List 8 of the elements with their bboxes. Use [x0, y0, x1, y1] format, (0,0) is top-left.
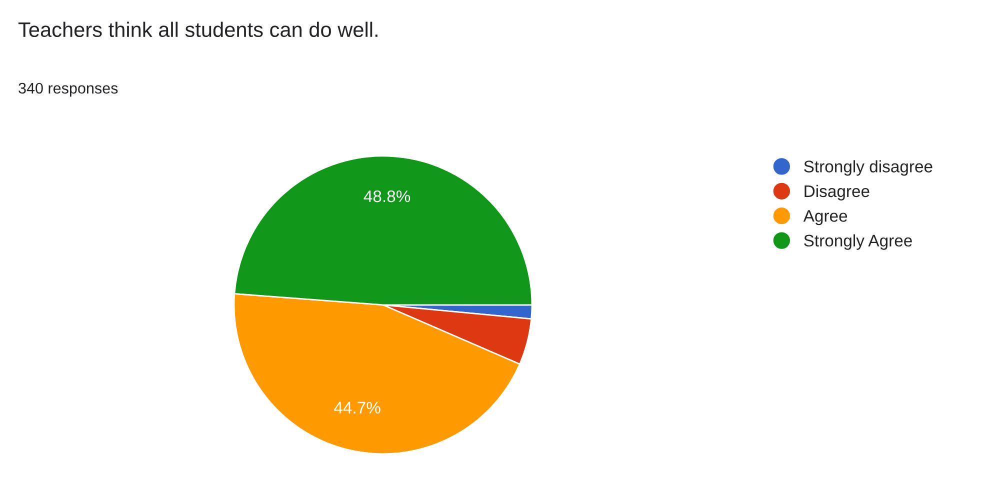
chart-title: Teachers think all students can do well.: [18, 22, 378, 38]
legend-label: Strongly Agree: [804, 234, 912, 250]
legend-label: Strongly disagree: [804, 160, 932, 176]
legend-label: Disagree: [804, 184, 870, 200]
text: 340 responses: [18, 82, 118, 97]
data-label: 48.8%: [364, 190, 410, 202]
data-label: 44.7%: [334, 402, 380, 414]
legend-label: Agree: [803, 210, 848, 226]
